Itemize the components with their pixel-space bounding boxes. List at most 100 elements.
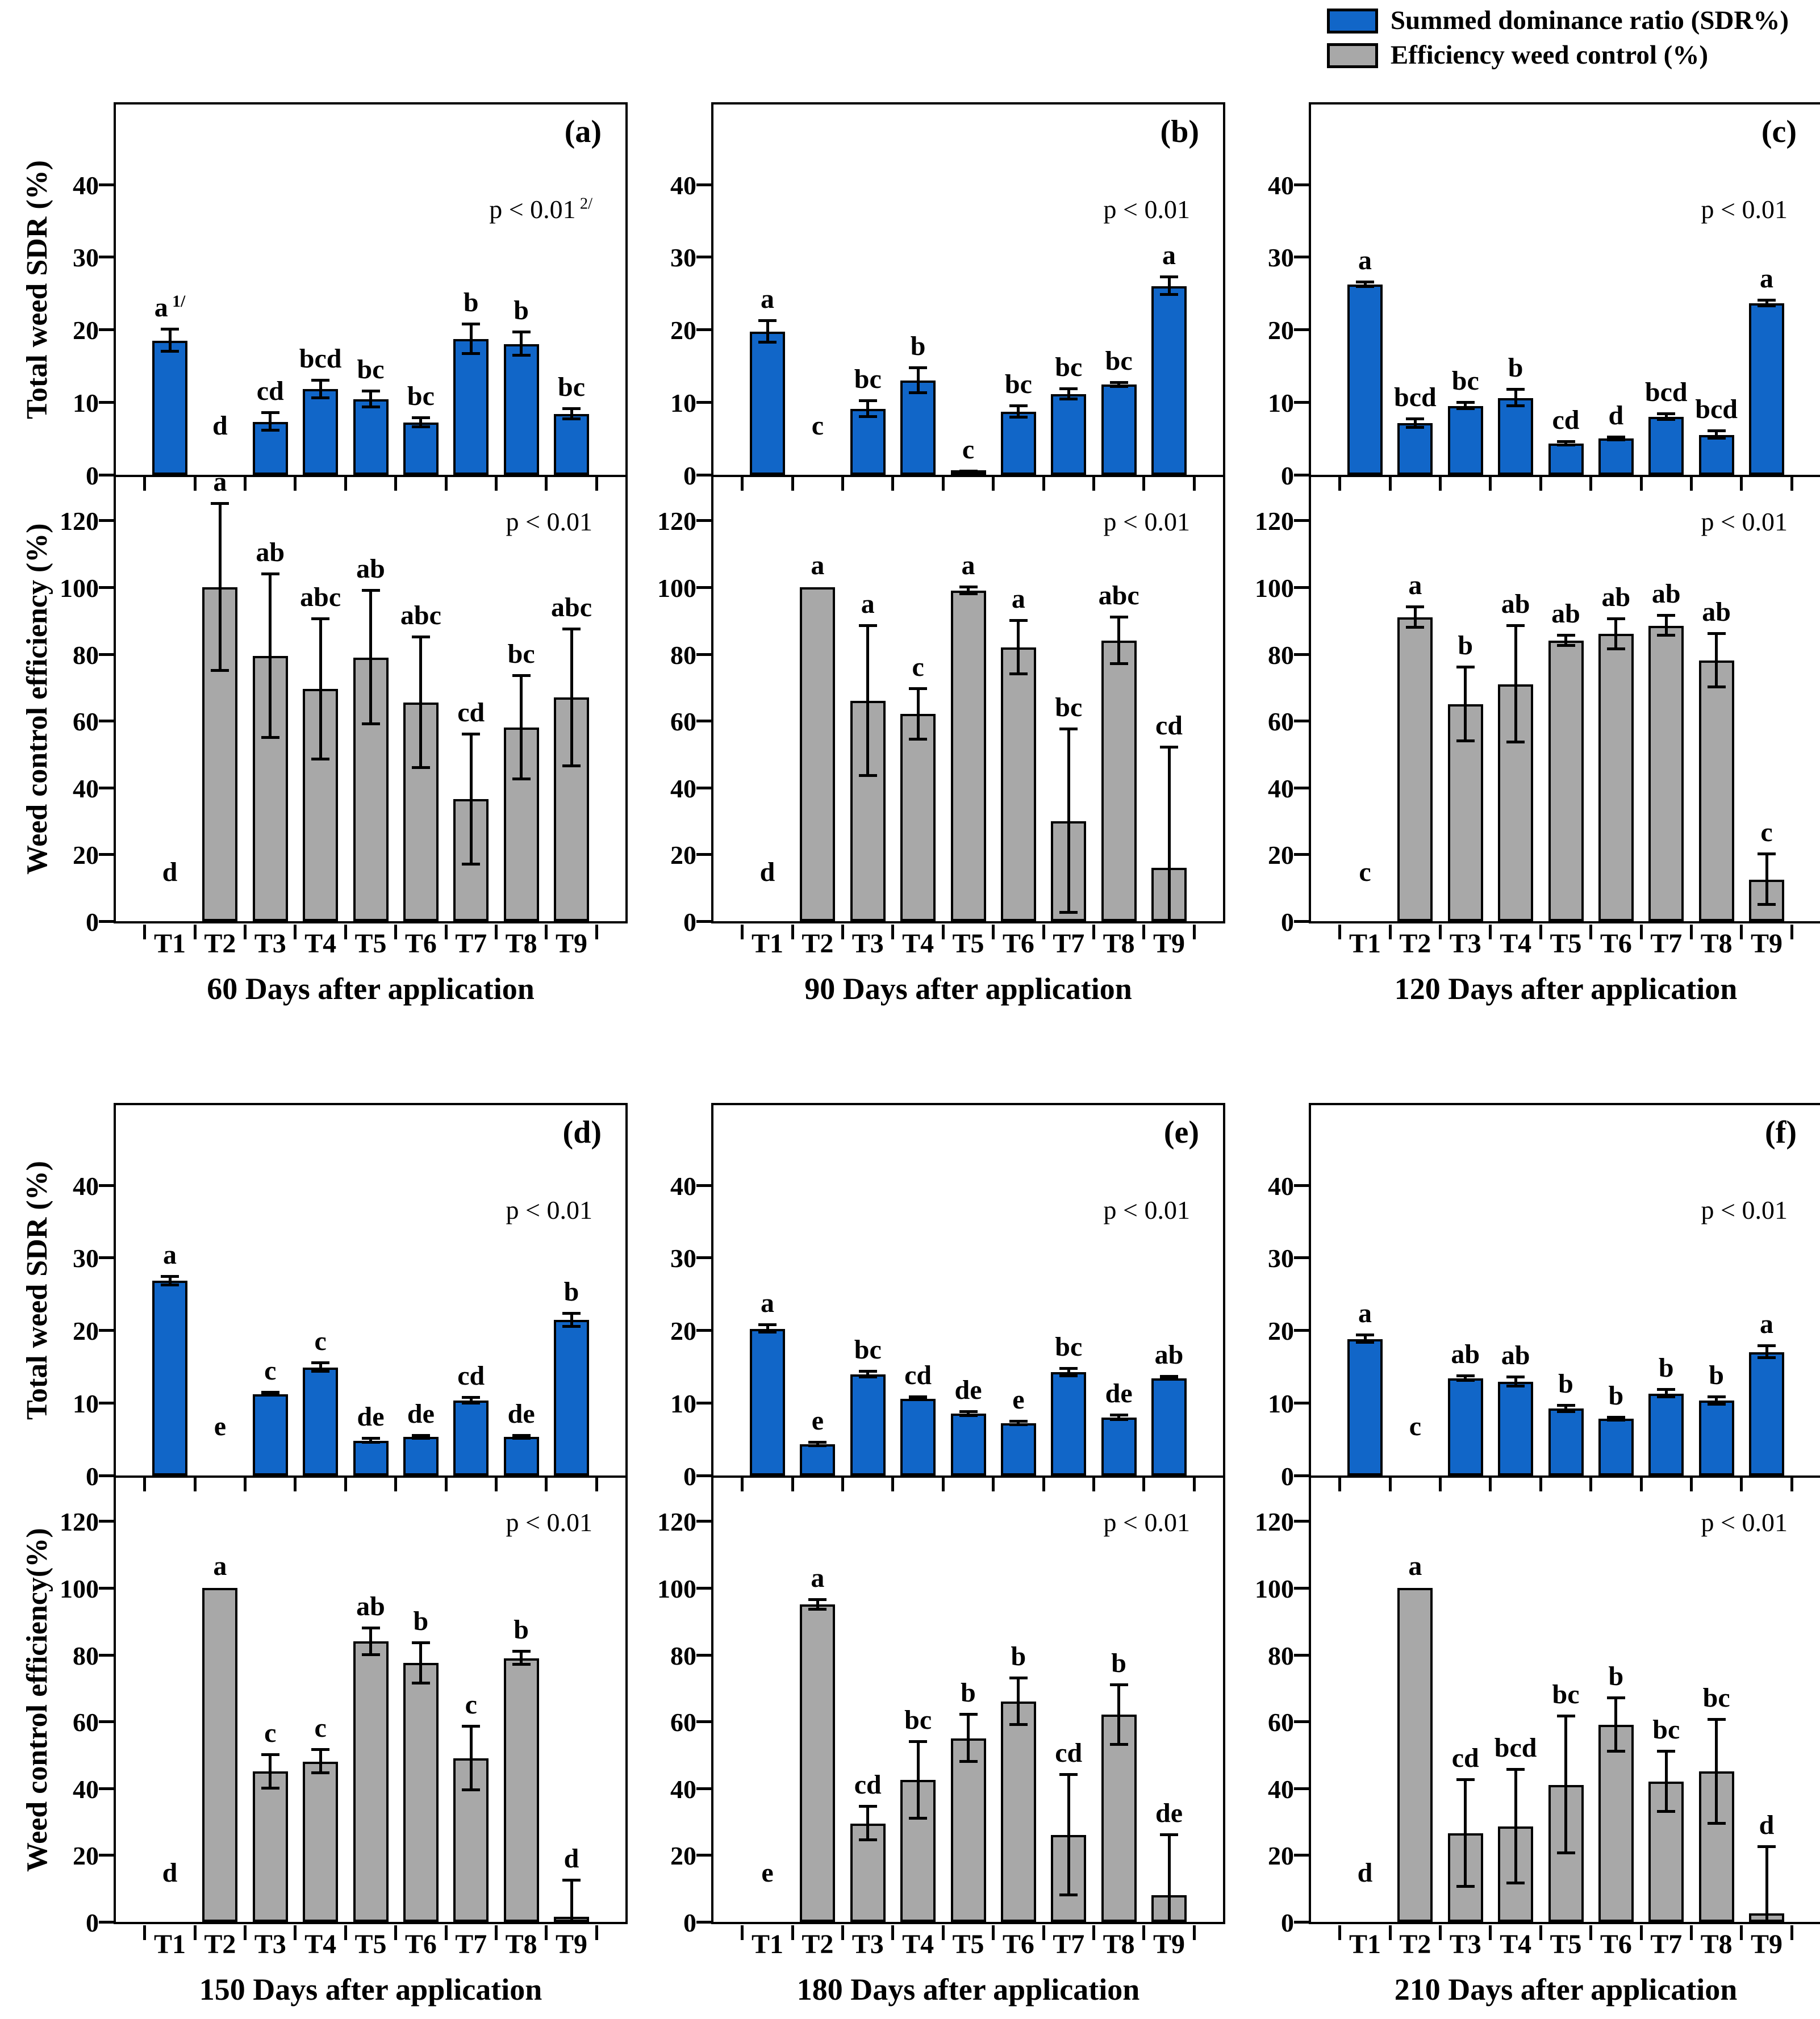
sig-letter-T4: ab <box>1501 588 1530 619</box>
sig-letter-T9: de <box>1155 1798 1183 1829</box>
x-label-T6: T6 <box>1002 1929 1034 1959</box>
y-tick-label: 20 <box>73 841 99 870</box>
x-label-T5: T5 <box>1550 929 1582 959</box>
x-tick-inner <box>992 1478 995 1491</box>
sig-letter-T6: d <box>1608 400 1624 430</box>
x-tick <box>1142 1925 1146 1940</box>
x-tick-inner <box>294 477 297 491</box>
sig-letter-T8: bcd <box>1695 394 1738 425</box>
x-tick <box>545 925 548 939</box>
y-tick-label: 20 <box>670 1841 696 1871</box>
error-bar <box>168 329 172 352</box>
x-tick-inner <box>344 477 347 491</box>
sig-letter-T8: bc <box>1105 345 1133 376</box>
error-cap-bottom <box>411 1681 430 1684</box>
sig-letter-T6: abc <box>400 600 441 631</box>
error-cap-bottom <box>411 425 430 428</box>
x-tick <box>992 1925 995 1940</box>
error-cap-top <box>361 389 380 392</box>
error-bar <box>369 1628 372 1655</box>
error-bar <box>319 618 322 759</box>
panel-letter: (a) <box>564 114 602 149</box>
error-cap-bottom <box>512 354 531 357</box>
wce-chart-4: 0 20 40 60 80 100 120 e a cd bc b b cd b de p < 0.01 <box>657 1475 1225 1940</box>
error-cap-bottom <box>161 1284 179 1287</box>
y-tick-label: 0 <box>683 461 696 490</box>
x-tick <box>545 1925 548 1940</box>
y-tick-label: 20 <box>73 316 99 345</box>
sig-letter-T2: c <box>1409 1411 1422 1441</box>
y-tick-label: 80 <box>670 1641 696 1670</box>
p-value-label: p < 0.01 <box>1701 1508 1788 1537</box>
y-tick-label: 10 <box>1268 1389 1294 1419</box>
error-bar <box>967 1411 970 1416</box>
sig-letter-T6: b <box>1608 1661 1624 1692</box>
bar-T6 <box>1598 634 1634 921</box>
x-tick-inner <box>1489 477 1492 491</box>
bar-T8 <box>1101 641 1137 921</box>
error-cap-bottom <box>1657 1809 1676 1813</box>
error-cap-top <box>959 469 978 473</box>
y-tick-label: 40 <box>73 1171 99 1201</box>
bar-T5 <box>353 1440 389 1475</box>
error-cap-bottom <box>462 352 481 355</box>
error-cap-top <box>1109 381 1128 384</box>
error-cap-top <box>808 1441 827 1444</box>
error-cap-top <box>211 502 229 505</box>
y-tick <box>696 1653 711 1657</box>
bar-T3 <box>1447 406 1483 475</box>
error-cap-top <box>261 1753 279 1757</box>
y-tick-label: 20 <box>73 1841 99 1871</box>
x-tick-inner <box>1338 477 1342 491</box>
x-label-T7: T7 <box>1053 929 1085 959</box>
y-tick <box>696 653 711 656</box>
error-bar <box>570 408 573 419</box>
x-tick <box>244 1925 247 1940</box>
error-cap-top <box>161 1274 179 1278</box>
x-tick-inner <box>1439 1478 1442 1491</box>
y-tick-label: 0 <box>683 1908 696 1937</box>
x-tick-inner <box>193 477 197 491</box>
y-tick-label: 60 <box>1268 707 1294 737</box>
x-tick-inner <box>193 1478 197 1491</box>
bar-T6 <box>1598 1419 1634 1475</box>
sig-letter-T2: bcd <box>1394 382 1437 412</box>
x-label-T3: T3 <box>1449 1929 1481 1959</box>
bar-T8 <box>1698 434 1734 475</box>
error-cap-bottom <box>311 1771 330 1775</box>
error-cap-bottom <box>261 1394 279 1397</box>
y-tick <box>696 1474 711 1477</box>
x-tick-inner <box>143 1478 147 1491</box>
sig-letter-T9: b <box>563 1276 579 1307</box>
y-tick-label: 60 <box>670 1708 696 1737</box>
error-cap-bottom <box>211 669 229 672</box>
sig-letter-T9: a <box>1760 1309 1773 1340</box>
y-tick-label: 30 <box>670 243 696 273</box>
y-tick <box>99 853 114 856</box>
sig-letter-T8: bc <box>1702 1683 1730 1713</box>
y-tick-label: 20 <box>1268 841 1294 870</box>
x-axis-caption: 150 Days after application <box>199 1972 542 2007</box>
error-cap-top <box>909 1740 928 1743</box>
error-cap-bottom <box>1456 1885 1475 1888</box>
error-bar <box>1117 382 1121 387</box>
error-bar <box>1564 1406 1567 1412</box>
error-bar <box>520 675 523 780</box>
x-tick-inner <box>344 1478 347 1491</box>
y-tick <box>1294 401 1309 404</box>
sig-letter-T9: cd <box>1155 710 1183 741</box>
x-label-T2: T2 <box>204 929 236 959</box>
sig-letter-T1: a 1/ <box>154 292 186 323</box>
error-cap-top <box>858 624 877 627</box>
error-bar <box>1067 1369 1070 1376</box>
y-tick <box>99 1587 114 1590</box>
x-tick-inner <box>1539 1478 1542 1491</box>
y-tick <box>1294 1184 1309 1187</box>
x-tick-inner <box>494 477 498 491</box>
bar-T5 <box>1548 641 1584 921</box>
x-tick-inner <box>244 1478 247 1491</box>
x-tick <box>1790 925 1793 939</box>
y-tick <box>1294 1787 1309 1790</box>
error-cap-bottom <box>909 1398 928 1402</box>
x-label-T8: T8 <box>1103 929 1135 959</box>
